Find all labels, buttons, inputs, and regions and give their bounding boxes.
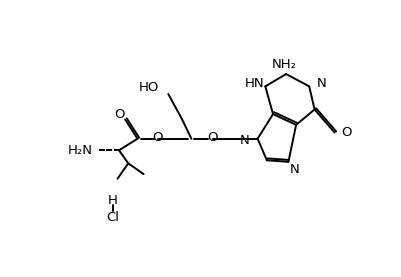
Text: NH₂: NH₂ [271,58,296,71]
Text: O: O [113,107,124,120]
Text: H: H [107,194,117,207]
Text: O: O [340,126,350,139]
Text: H₂N: H₂N [68,144,93,157]
Text: HN: HN [244,77,264,90]
Text: Cl: Cl [106,211,119,224]
Text: HO: HO [138,81,159,94]
Text: O: O [152,132,162,145]
Text: O: O [207,132,218,145]
Text: N: N [289,163,299,176]
Text: N: N [316,77,326,90]
Text: N: N [239,134,249,147]
